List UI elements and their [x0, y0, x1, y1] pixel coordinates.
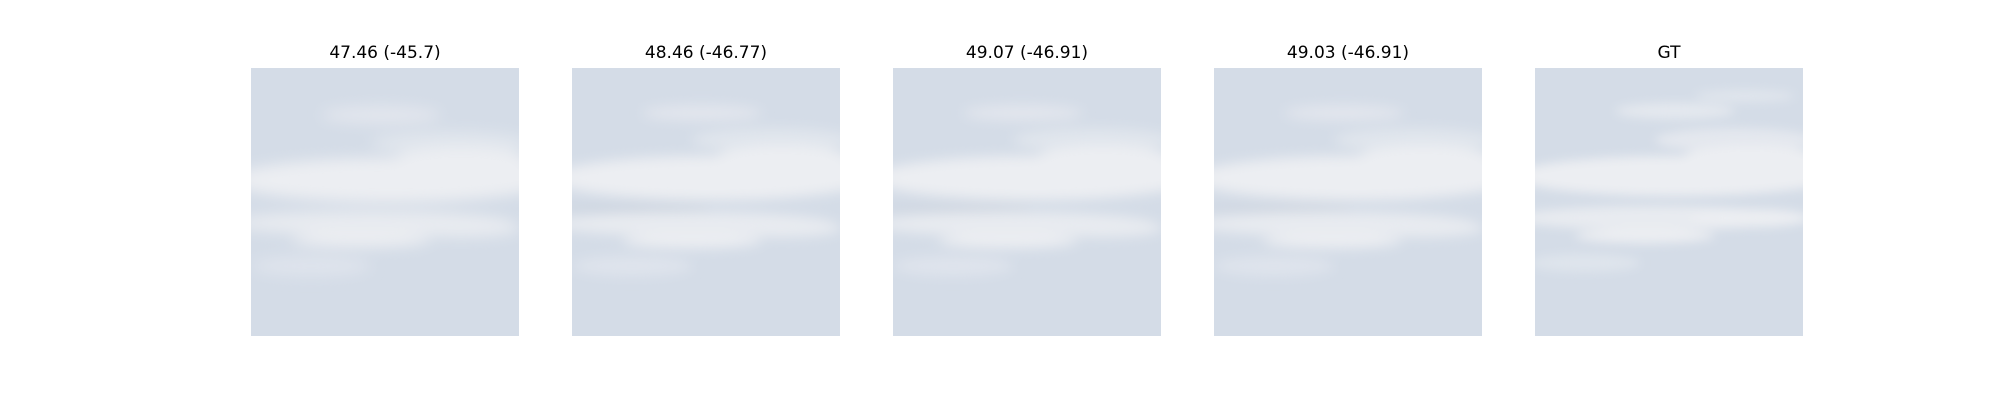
panel-1: 47.46 (-45.7): [251, 0, 519, 340]
panel-title: 49.07 (-46.91): [965, 43, 1089, 63]
sky-image: [1214, 68, 1482, 336]
panel-2: 48.46 (-46.77): [572, 0, 840, 340]
cloud-image-svg: [1535, 68, 1803, 336]
cloud-image-svg: [893, 68, 1161, 336]
sky-image: [1535, 68, 1803, 336]
panel-title: GT: [1657, 43, 1681, 63]
cloud-image-svg: [251, 68, 519, 336]
panel-5: GT: [1535, 0, 1803, 340]
cloud-image-svg: [1214, 68, 1482, 336]
sky-image: [893, 68, 1161, 336]
sky-image: [251, 68, 519, 336]
sky-image: [572, 68, 840, 336]
panel-title: 49.03 (-46.91): [1286, 43, 1410, 63]
panel-title: 48.46 (-46.77): [644, 43, 768, 63]
panel-3: 49.07 (-46.91): [893, 0, 1161, 340]
panel-title: 47.46 (-45.7): [329, 43, 441, 63]
panel-4: 49.03 (-46.91): [1214, 0, 1482, 340]
cloud-image-svg: [572, 68, 840, 336]
